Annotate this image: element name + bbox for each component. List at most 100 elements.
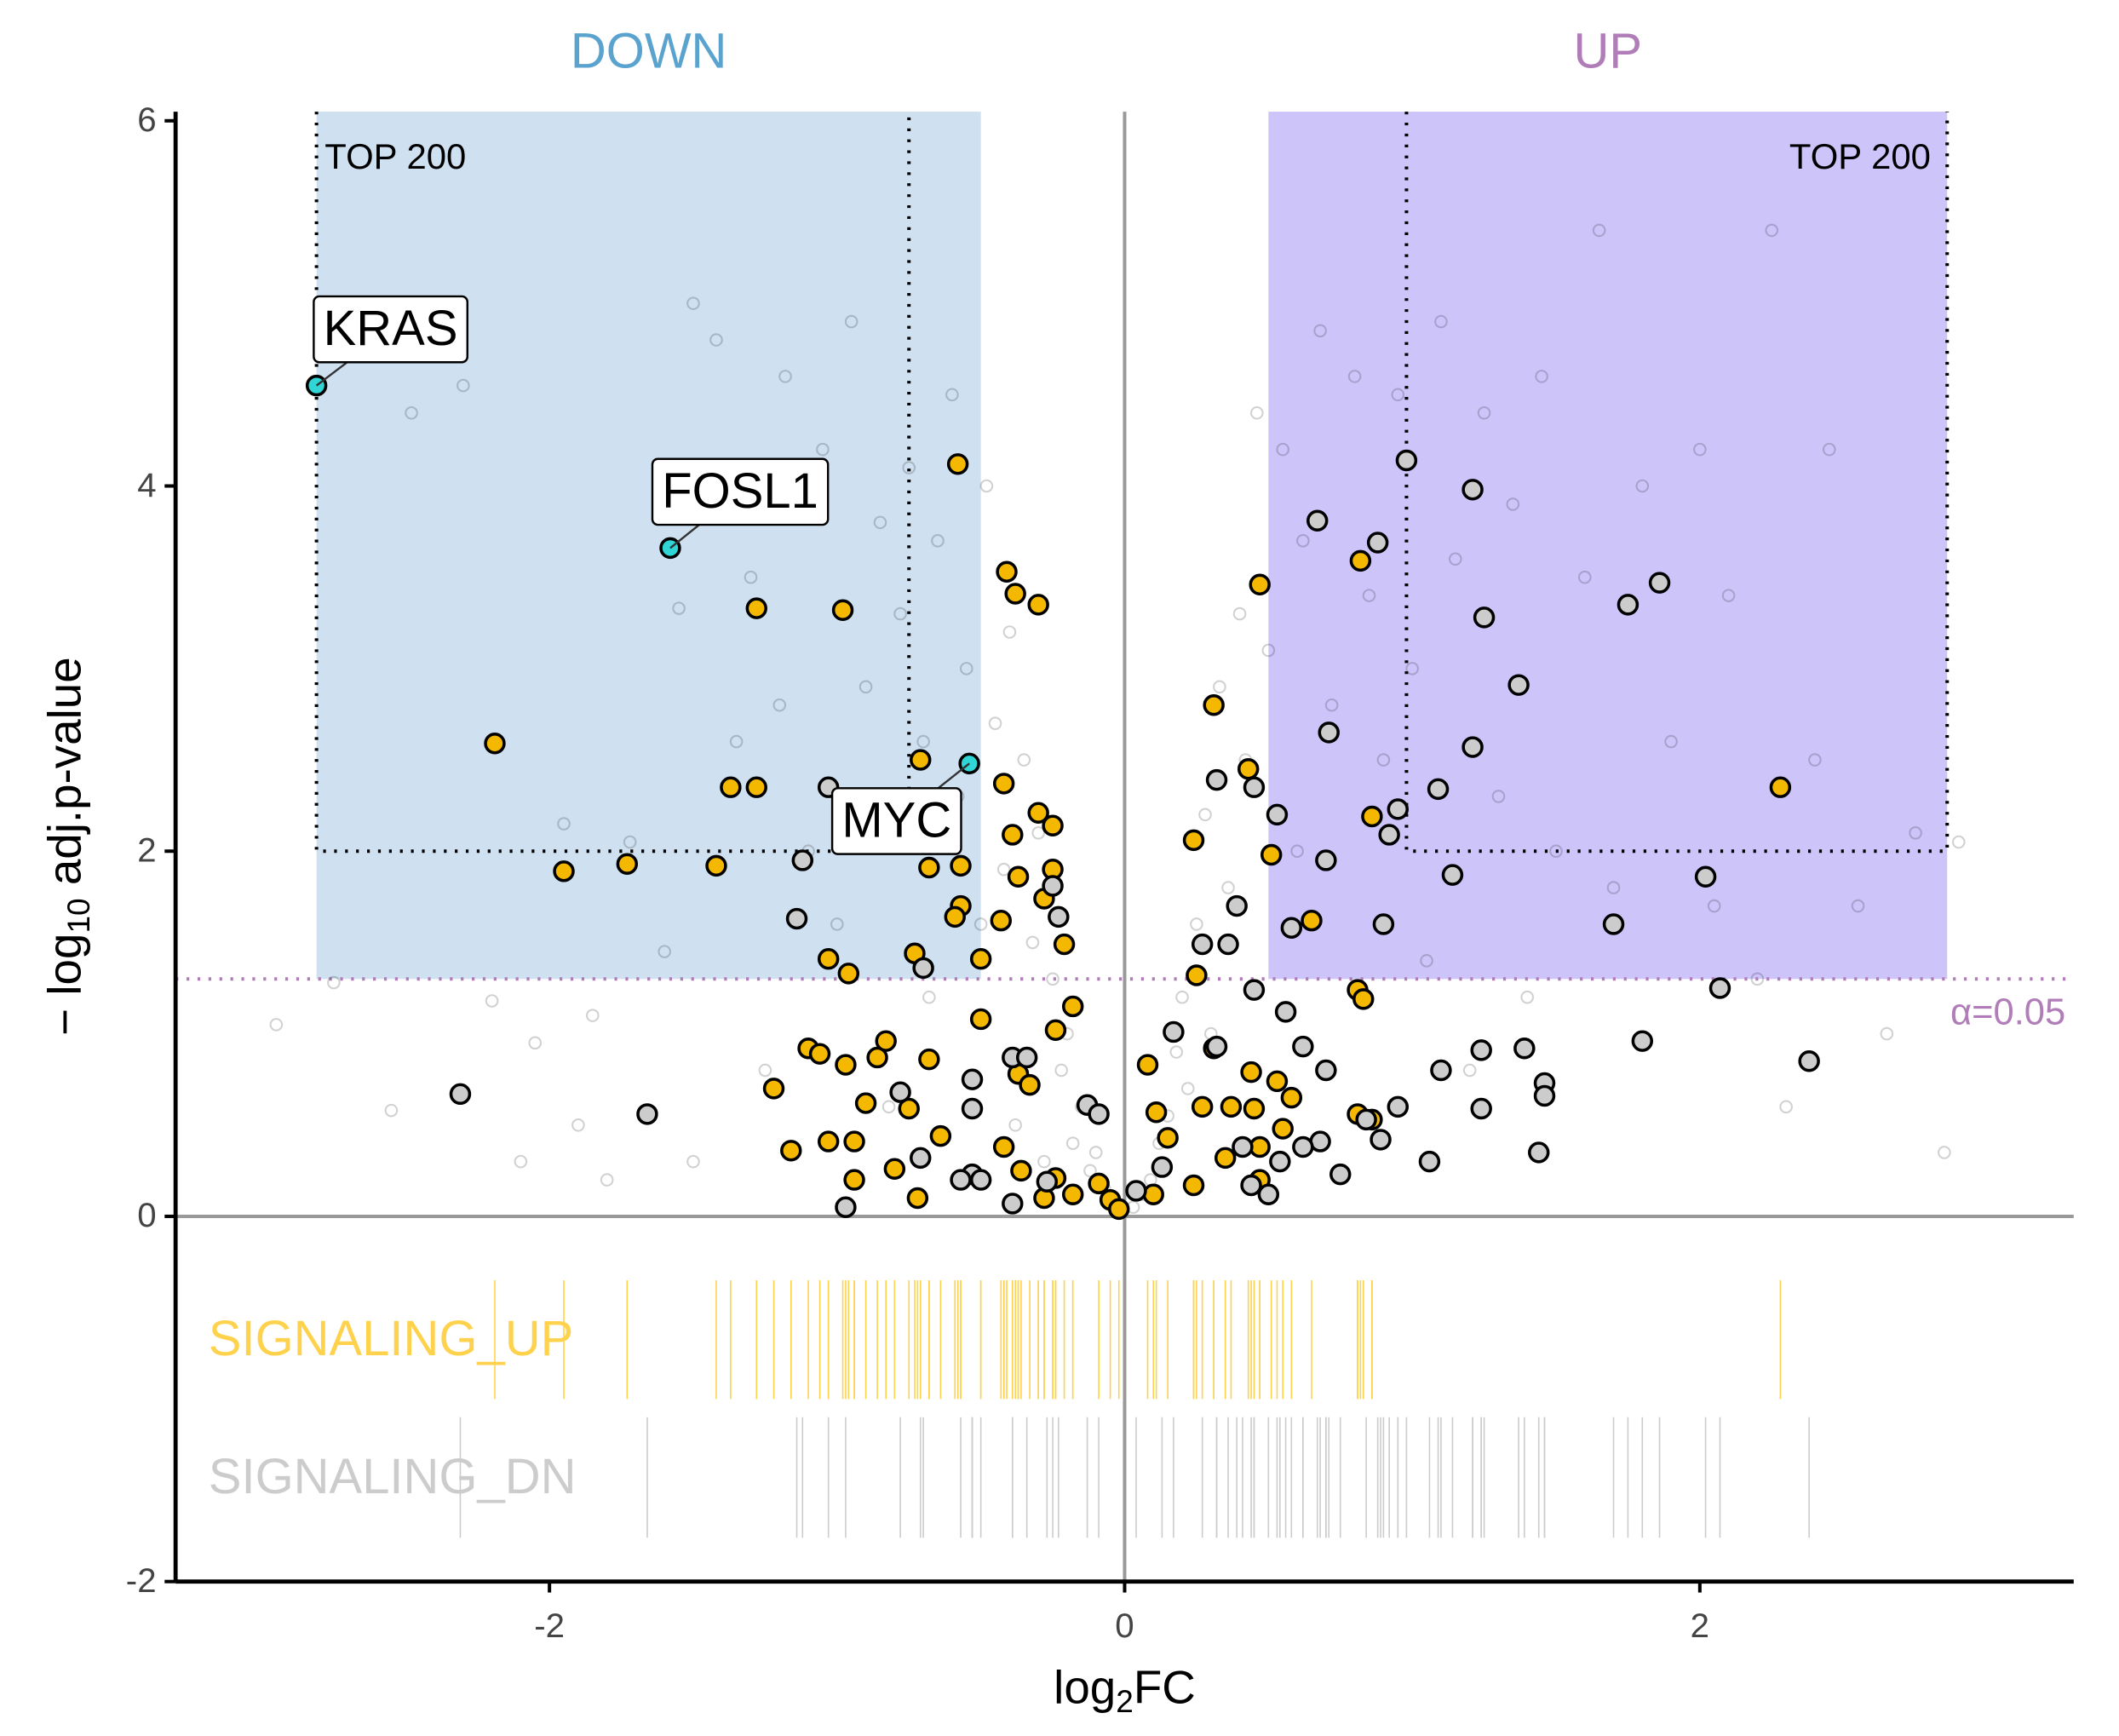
point-open: [514, 1154, 528, 1169]
point: [1157, 1127, 1179, 1149]
point: [1257, 1183, 1280, 1205]
point-open: [1031, 825, 1045, 840]
point: [1151, 1156, 1174, 1178]
point-open: [1037, 1154, 1051, 1169]
point-open: [384, 1103, 399, 1118]
point-open: [585, 1009, 600, 1022]
point-open: [1851, 899, 1865, 913]
point: [1036, 1170, 1059, 1193]
point: [1274, 1001, 1297, 1023]
point-open: [830, 917, 844, 931]
point-open: [1449, 552, 1462, 566]
point: [1203, 694, 1225, 716]
point-open: [1376, 753, 1391, 767]
point-open: [873, 515, 887, 530]
point: [1315, 849, 1337, 871]
point: [1292, 1035, 1314, 1058]
point: [1395, 449, 1418, 472]
point-open: [457, 378, 470, 393]
point-open: [1198, 808, 1212, 822]
point: [990, 909, 1013, 932]
point-open: [269, 1018, 284, 1032]
point: [1648, 572, 1671, 594]
point: [1088, 1103, 1110, 1125]
point-open: [1779, 1100, 1793, 1114]
point: [1473, 606, 1496, 629]
point: [705, 854, 727, 877]
alpha-label: α=0.05: [1950, 992, 2065, 1033]
point: [1470, 1039, 1492, 1061]
point-open: [1822, 442, 1836, 457]
point: [969, 947, 992, 970]
point: [969, 1008, 992, 1031]
point: [1240, 1174, 1262, 1197]
point: [1136, 1054, 1159, 1076]
point: [1226, 894, 1248, 917]
point: [720, 776, 742, 798]
point: [1301, 909, 1323, 932]
point-open: [1017, 753, 1031, 767]
point: [1048, 905, 1070, 928]
point-open: [744, 570, 758, 584]
point: [996, 560, 1018, 583]
point: [1349, 549, 1372, 572]
point: [1269, 1150, 1291, 1173]
point: [950, 854, 972, 877]
point: [854, 1092, 877, 1114]
y-label-sub: 10: [60, 898, 96, 933]
point-open: [1506, 497, 1520, 511]
point-open: [709, 333, 723, 347]
point: [831, 599, 854, 622]
point: [1292, 1135, 1314, 1158]
point-open: [1606, 881, 1621, 894]
label-box: [313, 295, 468, 364]
point-open: [931, 534, 945, 548]
point: [1528, 1141, 1550, 1164]
point-open: [1462, 1063, 1477, 1078]
rug-label: SIGNALING_UP: [209, 1312, 573, 1366]
box-label: TOP 200: [324, 136, 466, 176]
point: [1061, 1183, 1084, 1205]
point: [1387, 798, 1410, 820]
point-open: [1592, 223, 1606, 238]
point: [1191, 933, 1214, 956]
point: [961, 1097, 984, 1120]
point: [1007, 865, 1030, 888]
point-open: [1549, 844, 1563, 859]
point: [1430, 1059, 1452, 1082]
point: [791, 849, 814, 871]
point: [1015, 1046, 1038, 1069]
point: [1418, 1150, 1441, 1173]
point: [1108, 1198, 1130, 1221]
point: [780, 1140, 802, 1162]
x-label-part: FC: [1134, 1661, 1196, 1714]
point: [1461, 736, 1484, 758]
point-open: [1808, 753, 1822, 767]
point: [835, 1054, 857, 1076]
point: [1027, 802, 1049, 824]
point: [1249, 573, 1271, 595]
point-open: [922, 990, 936, 1004]
point-open: [1313, 324, 1327, 338]
point-open: [686, 296, 700, 310]
point: [1019, 1073, 1041, 1096]
point-open: [988, 716, 1002, 730]
point: [910, 749, 932, 771]
point-open: [959, 662, 973, 675]
point-open: [1420, 954, 1433, 968]
point-open: [1175, 990, 1189, 1004]
point-open: [1664, 734, 1678, 749]
point-open: [1002, 625, 1017, 639]
point: [929, 1124, 952, 1147]
point-open: [1276, 442, 1290, 457]
point-open: [1520, 990, 1535, 1004]
point: [898, 1097, 920, 1120]
point-open: [1213, 680, 1226, 694]
point-open: [881, 1100, 896, 1114]
point: [992, 1135, 1015, 1158]
point: [946, 453, 969, 475]
gene-label: KRAS: [313, 295, 468, 364]
point-open: [1362, 589, 1376, 602]
point: [1205, 768, 1228, 791]
